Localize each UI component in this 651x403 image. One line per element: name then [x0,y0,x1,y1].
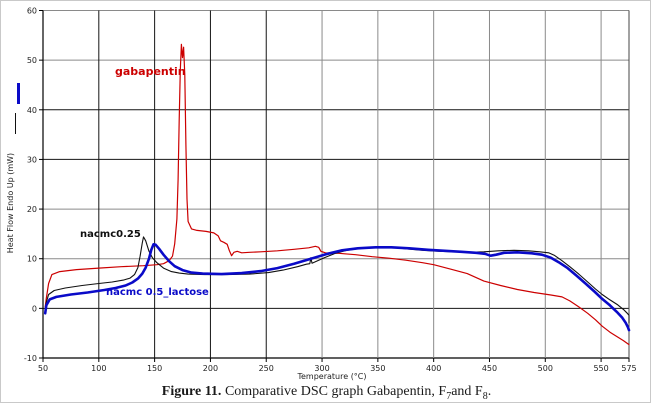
series-line-nacmc-0.5-lactose [43,243,631,332]
figure-caption: Figure 11. Comparative DSC graph Gabapen… [1,384,650,402]
series-label-nacmc05-lactose: nacmc 0.5_lactose [106,287,209,298]
x-axis-title: Temperature (°C) [297,372,367,381]
tick-label-x-450: 450 [482,364,497,373]
y-axis-blue-marker [17,83,20,104]
series-label-nacmc025: nacmc0.25 [80,229,141,240]
tick-label-y-40: 40 [27,106,37,115]
caption-subscript-7: 7 [446,390,452,402]
tick-label-x-350: 350 [370,364,385,373]
tick-label-x-200: 200 [203,364,218,373]
y-axis-label-dash [15,113,16,134]
tick-label-y-0: 0 [32,304,37,313]
tick-label-x-500: 500 [538,364,553,373]
tick-label-x-575: 575 [621,364,636,373]
y-axis-title: Heat Flow Endo Up (mW) [6,152,15,254]
tick-label-x-50: 50 [38,364,48,373]
caption-text-1: Comparative DSC graph Gabapentin, F [221,384,447,399]
tick-label-x-550: 550 [593,364,608,373]
dsc-chart-canvas: -10 0 10 20 30 40 50 60 50 100 150 200 250 300 350 400 4… [24,7,637,374]
caption-text-3: . [487,384,492,399]
caption-text-2: and F [451,384,483,399]
tick-label-y-50: 50 [27,56,37,65]
tick-label-y--10: -10 [24,354,37,363]
tick-label-x-100: 100 [91,364,106,373]
series-label-gabapentin: gabapentin [115,65,186,78]
tick-label-y-30: 30 [27,155,37,164]
caption-subscript-8: 8 [482,390,488,402]
tick-label-x-150: 150 [147,364,162,373]
tick-label-y-10: 10 [27,255,37,264]
tick-label-x-250: 250 [259,364,274,373]
caption-figure-number: Figure 11. [161,384,222,399]
tick-label-x-400: 400 [426,364,441,373]
tick-label-x-300: 300 [314,364,329,373]
series-line-gabapentin [44,43,630,346]
tick-label-y-60: 60 [27,7,37,16]
tick-label-y-20: 20 [27,205,37,214]
series-line-nacmc0.25 [44,236,630,324]
